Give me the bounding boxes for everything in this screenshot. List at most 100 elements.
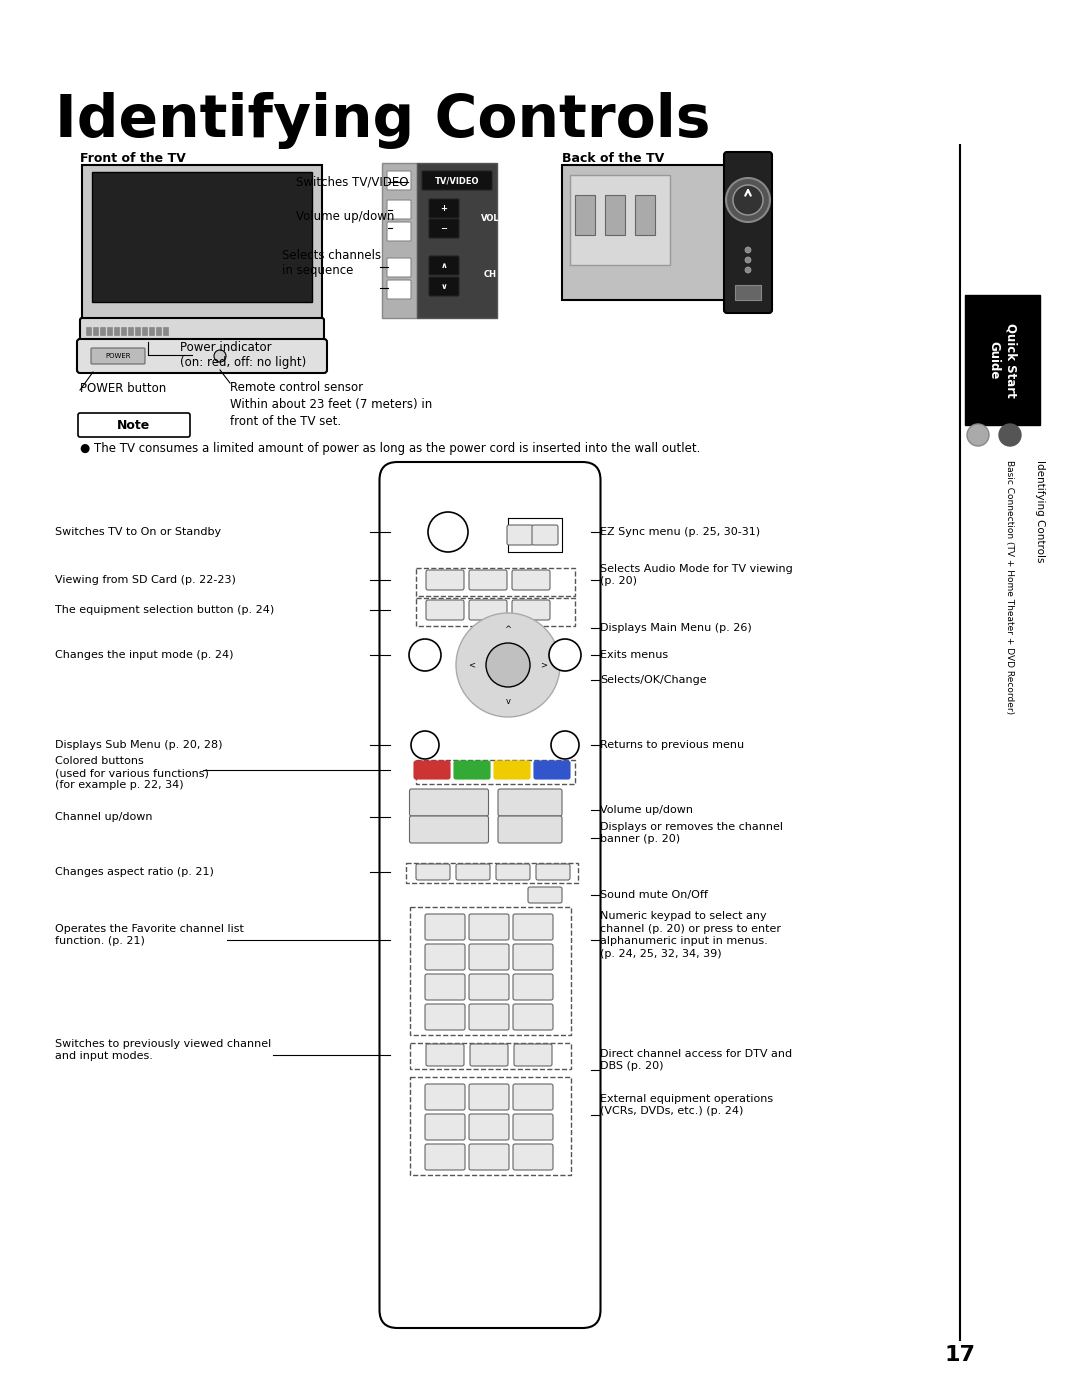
- Circle shape: [409, 638, 441, 672]
- Text: Switches to previously viewed channel
and input modes.: Switches to previously viewed channel an…: [55, 1039, 271, 1061]
- FancyBboxPatch shape: [469, 944, 509, 970]
- Text: EZ Sync menu (p. 25, 30-31): EZ Sync menu (p. 25, 30-31): [600, 527, 760, 538]
- FancyBboxPatch shape: [426, 1144, 465, 1171]
- Text: Selects/OK/Change: Selects/OK/Change: [600, 674, 707, 685]
- Text: Returns to previous menu: Returns to previous menu: [600, 739, 744, 750]
- Text: Identifying Controls: Identifying Controls: [1035, 460, 1045, 562]
- Text: >: >: [540, 661, 548, 669]
- FancyBboxPatch shape: [469, 1083, 509, 1110]
- Bar: [86, 328, 91, 334]
- Text: +: +: [441, 205, 447, 213]
- FancyBboxPatch shape: [409, 789, 488, 815]
- Circle shape: [733, 185, 762, 216]
- FancyBboxPatch shape: [429, 199, 459, 218]
- FancyBboxPatch shape: [426, 1043, 464, 1066]
- Circle shape: [214, 350, 226, 362]
- FancyBboxPatch shape: [469, 974, 509, 1001]
- Text: Switches TV/VIDEO: Switches TV/VIDEO: [296, 176, 408, 188]
- FancyBboxPatch shape: [426, 974, 465, 1001]
- FancyBboxPatch shape: [469, 569, 507, 590]
- Text: External equipment operations
(VCRs, DVDs, etc.) (p. 24): External equipment operations (VCRs, DVD…: [600, 1093, 773, 1117]
- Text: <: <: [469, 661, 475, 669]
- Circle shape: [486, 643, 530, 687]
- FancyBboxPatch shape: [470, 1043, 508, 1066]
- FancyBboxPatch shape: [469, 1144, 509, 1171]
- Bar: [129, 328, 133, 334]
- FancyBboxPatch shape: [409, 815, 488, 843]
- Circle shape: [411, 731, 438, 759]
- FancyBboxPatch shape: [387, 281, 411, 299]
- Text: Remote control sensor
Within about 23 feet (7 meters) in
front of the TV set.: Remote control sensor Within about 23 fe…: [230, 381, 432, 428]
- Text: POWER: POWER: [105, 352, 131, 359]
- Text: Basic Connection (TV + Home Theater + DVD Recorder): Basic Connection (TV + Home Theater + DV…: [1005, 460, 1014, 714]
- Circle shape: [745, 247, 751, 253]
- Circle shape: [549, 638, 581, 672]
- Text: Exits menus: Exits menus: [600, 650, 669, 661]
- Bar: [605, 195, 625, 235]
- Bar: [156, 328, 161, 334]
- Text: v: v: [505, 697, 511, 705]
- FancyBboxPatch shape: [422, 171, 492, 189]
- Text: Volume up/down: Volume up/down: [600, 804, 693, 815]
- FancyBboxPatch shape: [80, 318, 324, 344]
- Text: Colored buttons
(used for various functions)
(for example p. 22, 34): Colored buttons (used for various functi…: [55, 756, 208, 791]
- Text: Direct channel access for DTV and
DBS (p. 20): Direct channel access for DTV and DBS (p…: [600, 1049, 793, 1071]
- FancyBboxPatch shape: [414, 761, 450, 779]
- FancyBboxPatch shape: [536, 864, 570, 880]
- Text: Changes aspect ratio (p. 21): Changes aspect ratio (p. 21): [55, 867, 214, 878]
- Text: VOL: VOL: [481, 213, 499, 223]
- FancyBboxPatch shape: [387, 258, 411, 276]
- FancyBboxPatch shape: [82, 164, 322, 321]
- Text: Selects channels
in sequence: Selects channels in sequence: [282, 249, 381, 276]
- FancyBboxPatch shape: [426, 914, 465, 940]
- Circle shape: [745, 257, 751, 263]
- Bar: [417, 163, 497, 318]
- FancyBboxPatch shape: [469, 1003, 509, 1030]
- FancyBboxPatch shape: [426, 1114, 465, 1140]
- Text: POWER button: POWER button: [80, 381, 166, 394]
- FancyBboxPatch shape: [513, 1144, 553, 1171]
- Circle shape: [745, 267, 751, 274]
- Bar: [409, 907, 570, 1035]
- Circle shape: [999, 424, 1021, 446]
- Bar: [570, 176, 670, 265]
- Text: Displays Sub Menu (p. 20, 28): Displays Sub Menu (p. 20, 28): [55, 739, 222, 750]
- Text: ∨: ∨: [441, 282, 447, 292]
- Text: 17: 17: [945, 1345, 975, 1365]
- Bar: [405, 862, 578, 883]
- Bar: [100, 328, 105, 334]
- FancyBboxPatch shape: [512, 600, 550, 621]
- Text: The equipment selection button (p. 24): The equipment selection button (p. 24): [55, 605, 274, 615]
- Bar: [141, 328, 147, 334]
- FancyBboxPatch shape: [426, 569, 464, 590]
- FancyBboxPatch shape: [513, 914, 553, 940]
- Bar: [575, 195, 595, 235]
- Text: Numeric keypad to select any
channel (p. 20) or press to enter
alphanumeric inpu: Numeric keypad to select any channel (p.…: [600, 911, 782, 959]
- Text: Displays Main Menu (p. 26): Displays Main Menu (p. 26): [600, 623, 753, 633]
- Bar: [107, 328, 112, 334]
- FancyBboxPatch shape: [426, 1003, 465, 1030]
- FancyBboxPatch shape: [498, 789, 562, 815]
- Text: Back of the TV: Back of the TV: [562, 152, 664, 164]
- Text: −: −: [441, 224, 447, 234]
- Text: ● The TV consumes a limited amount of power as long as the power cord is inserte: ● The TV consumes a limited amount of po…: [80, 442, 700, 455]
- Text: Switches TV to On or Standby: Switches TV to On or Standby: [55, 527, 221, 538]
- FancyBboxPatch shape: [454, 761, 490, 779]
- Bar: [163, 328, 168, 334]
- Text: Viewing from SD Card (p. 22-23): Viewing from SD Card (p. 22-23): [55, 575, 235, 585]
- FancyBboxPatch shape: [513, 944, 553, 970]
- FancyBboxPatch shape: [562, 164, 727, 300]
- Bar: [92, 171, 312, 303]
- Text: Operates the Favorite channel list
function. (p. 21): Operates the Favorite channel list funct…: [55, 923, 244, 947]
- Bar: [416, 760, 575, 784]
- Text: TV/VIDEO: TV/VIDEO: [435, 176, 480, 185]
- Text: Note: Note: [118, 419, 150, 431]
- Bar: [382, 163, 417, 318]
- Text: Identifying Controls: Identifying Controls: [55, 93, 711, 149]
- Circle shape: [428, 511, 468, 551]
- FancyBboxPatch shape: [512, 569, 550, 590]
- FancyBboxPatch shape: [429, 256, 459, 275]
- Text: CH: CH: [484, 269, 497, 279]
- FancyBboxPatch shape: [469, 1114, 509, 1140]
- FancyBboxPatch shape: [496, 864, 530, 880]
